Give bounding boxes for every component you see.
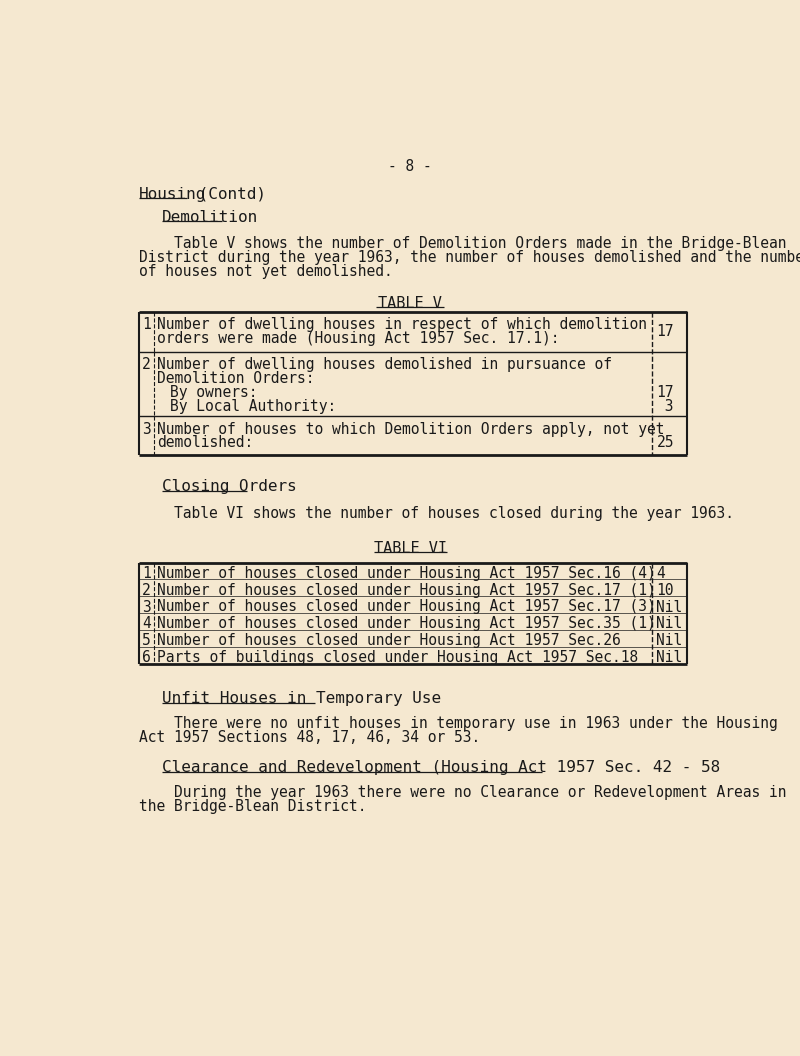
Text: Demolition: Demolition bbox=[162, 210, 258, 225]
Text: By Local Authority:: By Local Authority: bbox=[170, 398, 336, 414]
Text: Number of dwelling houses in respect of which demolition: Number of dwelling houses in respect of … bbox=[158, 317, 647, 332]
Text: of houses not yet demolished.: of houses not yet demolished. bbox=[138, 264, 393, 279]
Text: During the year 1963 there were no Clearance or Redevelopment Areas in: During the year 1963 there were no Clear… bbox=[138, 785, 786, 800]
Text: Housing: Housing bbox=[138, 187, 206, 202]
Text: orders were made (Housing Act 1957 Sec. 17.1):: orders were made (Housing Act 1957 Sec. … bbox=[158, 331, 560, 345]
Text: Number of dwelling houses demolished in pursuance of: Number of dwelling houses demolished in … bbox=[158, 357, 612, 372]
Text: the Bridge-Blean District.: the Bridge-Blean District. bbox=[138, 799, 366, 814]
Text: - 8 -: - 8 - bbox=[388, 159, 432, 174]
Text: 2: 2 bbox=[142, 357, 150, 372]
Text: 2: 2 bbox=[142, 583, 150, 598]
Text: 3: 3 bbox=[142, 421, 150, 436]
Text: Act 1957 Sections 48, 17, 46, 34 or 53.: Act 1957 Sections 48, 17, 46, 34 or 53. bbox=[138, 730, 480, 744]
Text: 4: 4 bbox=[142, 617, 150, 631]
Text: Nil: Nil bbox=[657, 634, 682, 648]
Text: 3: 3 bbox=[657, 398, 674, 414]
Text: (Contd): (Contd) bbox=[189, 187, 266, 202]
Text: 6: 6 bbox=[142, 650, 150, 665]
Text: Number of houses closed under Housing Act 1957 Sec.26: Number of houses closed under Housing Ac… bbox=[158, 634, 621, 648]
Text: 3: 3 bbox=[142, 600, 150, 615]
Text: 17: 17 bbox=[657, 324, 674, 339]
Text: 25: 25 bbox=[657, 435, 674, 451]
Text: 17: 17 bbox=[657, 384, 674, 399]
Text: Number of houses closed under Housing Act 1957 Sec.17 (1): Number of houses closed under Housing Ac… bbox=[158, 583, 656, 598]
Text: 5: 5 bbox=[142, 634, 150, 648]
Text: Clearance and Redevelopment (Housing Act 1957 Sec. 42 - 58: Clearance and Redevelopment (Housing Act… bbox=[162, 760, 720, 775]
Text: Unfit Houses in Temporary Use: Unfit Houses in Temporary Use bbox=[162, 691, 441, 706]
Text: Nil: Nil bbox=[657, 617, 682, 631]
Text: District during the year 1963, the number of houses demolished and the number: District during the year 1963, the numbe… bbox=[138, 250, 800, 265]
Text: Number of houses to which Demolition Orders apply, not yet: Number of houses to which Demolition Ord… bbox=[158, 421, 665, 436]
Text: 10: 10 bbox=[657, 583, 674, 598]
Text: 4: 4 bbox=[657, 566, 666, 581]
Text: 1: 1 bbox=[142, 317, 150, 332]
Text: Nil: Nil bbox=[657, 600, 682, 615]
Text: Number of houses closed under Housing Act 1957 Sec.16 (4): Number of houses closed under Housing Ac… bbox=[158, 566, 656, 581]
Text: 1: 1 bbox=[142, 566, 150, 581]
Text: Number of houses closed under Housing Act 1957 Sec.35 (1): Number of houses closed under Housing Ac… bbox=[158, 617, 656, 631]
Text: Nil: Nil bbox=[657, 650, 682, 665]
Text: TABLE V: TABLE V bbox=[378, 296, 442, 312]
Text: By owners:: By owners: bbox=[170, 384, 258, 399]
Text: Table VI shows the number of houses closed during the year 1963.: Table VI shows the number of houses clos… bbox=[138, 506, 734, 522]
Text: demolished:: demolished: bbox=[158, 435, 254, 451]
Text: Table V shows the number of Demolition Orders made in the Bridge-Blean: Table V shows the number of Demolition O… bbox=[138, 237, 786, 251]
Text: TABLE VI: TABLE VI bbox=[374, 541, 446, 555]
Text: Demolition Orders:: Demolition Orders: bbox=[158, 371, 315, 385]
Text: Number of houses closed under Housing Act 1957 Sec.17 (3): Number of houses closed under Housing Ac… bbox=[158, 600, 656, 615]
Text: Closing Orders: Closing Orders bbox=[162, 479, 297, 494]
Text: There were no unfit houses in temporary use in 1963 under the Housing: There were no unfit houses in temporary … bbox=[138, 716, 778, 731]
Text: Parts of buildings closed under Housing Act 1957 Sec.18: Parts of buildings closed under Housing … bbox=[158, 650, 638, 665]
